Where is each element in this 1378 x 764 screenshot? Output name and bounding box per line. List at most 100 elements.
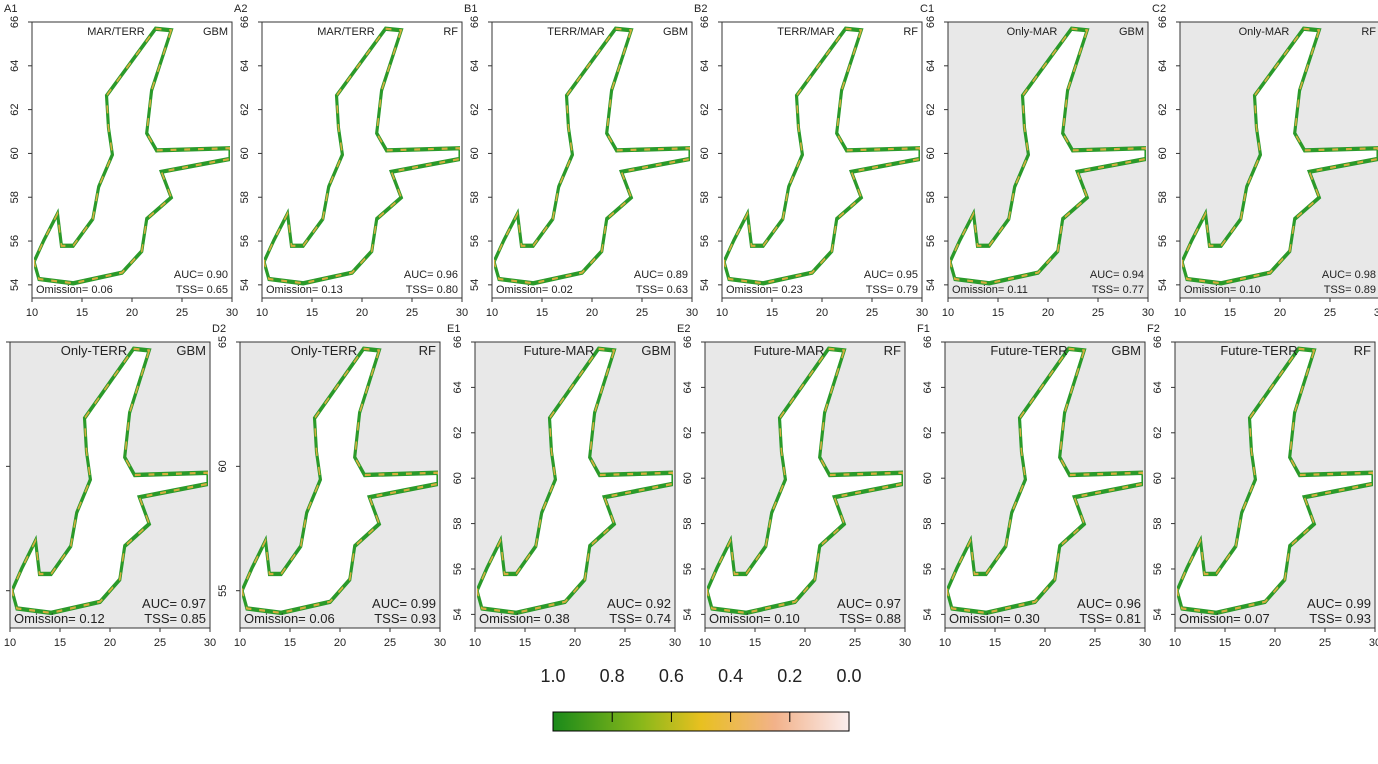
x-tick-label: 15 bbox=[536, 307, 548, 319]
colorbar-label: 0.4 bbox=[718, 666, 743, 686]
y-tick-label: 58 bbox=[699, 191, 711, 203]
colorbar-label: 0.8 bbox=[600, 666, 625, 686]
omission: Omission= 0.13 bbox=[266, 284, 343, 296]
panel-label: B2 bbox=[694, 3, 707, 15]
auc: AUC= 0.97 bbox=[837, 596, 901, 611]
panel-title: Only-TERR bbox=[61, 343, 127, 358]
y-tick-label: 56 bbox=[925, 235, 937, 247]
panel-label: F2 bbox=[1147, 323, 1160, 335]
panel-title: Only-MAR bbox=[1239, 26, 1290, 38]
x-tick-label: 10 bbox=[939, 637, 951, 649]
panels: A1 MAR/TERR GBM AUC= 0.90 TSS= 0.65 Omission=… bbox=[4, 3, 1378, 649]
x-tick-label: 30 bbox=[1139, 637, 1151, 649]
x-tick-label: 30 bbox=[1374, 307, 1378, 319]
y-tick-label: 58 bbox=[925, 191, 937, 203]
y-tick-label: 55 bbox=[217, 585, 229, 597]
y-tick-label: 62 bbox=[9, 103, 21, 115]
x-tick-label: 25 bbox=[619, 637, 631, 649]
y-tick-label: 58 bbox=[1152, 517, 1164, 529]
y-tick-label: 54 bbox=[1157, 279, 1169, 291]
y-tick-label: 54 bbox=[922, 608, 934, 620]
x-tick-label: 25 bbox=[154, 637, 166, 649]
panel-label: A1 bbox=[4, 3, 17, 15]
y-tick-label: 62 bbox=[1157, 103, 1169, 115]
x-tick-label: 10 bbox=[469, 637, 481, 649]
omission: Omission= 0.12 bbox=[14, 611, 105, 626]
y-tick-label: 60 bbox=[699, 147, 711, 159]
x-tick-label: 30 bbox=[456, 307, 468, 319]
x-tick-label: 10 bbox=[256, 307, 268, 319]
model-name: GBM bbox=[176, 343, 206, 358]
x-tick-label: 10 bbox=[1174, 307, 1186, 319]
model-name: GBM bbox=[1119, 26, 1144, 38]
map-panel: C2 Only-MAR RF AUC= 0.98 TSS= 0.89 Omission= … bbox=[1152, 3, 1378, 319]
omission: Omission= 0.06 bbox=[244, 611, 335, 626]
x-tick-label: 25 bbox=[384, 637, 396, 649]
y-tick-label: 66 bbox=[925, 16, 937, 28]
x-tick-label: 25 bbox=[1324, 307, 1336, 319]
y-tick-label: 56 bbox=[452, 563, 464, 575]
auc: AUC= 0.94 bbox=[1090, 269, 1144, 281]
map-panel: A1 MAR/TERR GBM AUC= 0.90 TSS= 0.65 Omission=… bbox=[4, 3, 238, 319]
panel-title: TERR/MAR bbox=[547, 26, 605, 38]
x-tick-label: 10 bbox=[1169, 637, 1181, 649]
y-tick-label: 66 bbox=[9, 16, 21, 28]
x-tick-label: 25 bbox=[636, 307, 648, 319]
y-tick-label: 62 bbox=[682, 427, 694, 439]
auc: AUC= 0.97 bbox=[142, 596, 206, 611]
omission: Omission= 0.23 bbox=[726, 284, 803, 296]
x-tick-label: 15 bbox=[766, 307, 778, 319]
auc: AUC= 0.90 bbox=[174, 269, 228, 281]
y-tick-label: 58 bbox=[922, 517, 934, 529]
x-tick-label: 30 bbox=[899, 637, 911, 649]
y-tick-label: 54 bbox=[469, 279, 481, 291]
omission: Omission= 0.10 bbox=[1184, 284, 1261, 296]
map-frame bbox=[31, 21, 233, 299]
y-tick-label: 62 bbox=[699, 103, 711, 115]
panel-title: Only-MAR bbox=[1007, 26, 1058, 38]
panel-label: D2 bbox=[212, 323, 226, 335]
tss: TSS= 0.79 bbox=[866, 284, 918, 296]
auc: AUC= 0.96 bbox=[1077, 596, 1141, 611]
x-tick-label: 20 bbox=[569, 637, 581, 649]
omission: Omission= 0.11 bbox=[952, 284, 1028, 296]
model-name: RF bbox=[1354, 343, 1371, 358]
model-name: RF bbox=[884, 343, 901, 358]
omission: Omission= 0.07 bbox=[1179, 611, 1270, 626]
model-name: GBM bbox=[663, 26, 688, 38]
x-tick-label: 20 bbox=[1042, 307, 1054, 319]
y-tick-label: 56 bbox=[1157, 235, 1169, 247]
model-name: GBM bbox=[641, 343, 671, 358]
model-name: RF bbox=[443, 26, 458, 38]
panel-title: MAR/TERR bbox=[87, 26, 145, 38]
colorbar-gradient bbox=[552, 711, 850, 732]
y-tick-label: 64 bbox=[1157, 60, 1169, 72]
y-tick-label: 64 bbox=[9, 60, 21, 72]
x-tick-label: 30 bbox=[916, 307, 928, 319]
y-tick-label: 66 bbox=[1152, 336, 1164, 348]
y-tick-label: 60 bbox=[1152, 472, 1164, 484]
y-tick-label: 64 bbox=[682, 381, 694, 393]
model-name: GBM bbox=[1111, 343, 1141, 358]
colorbar-label: 0.2 bbox=[777, 666, 802, 686]
y-tick-label: 60 bbox=[239, 147, 251, 159]
x-tick-label: 10 bbox=[486, 307, 498, 319]
panel-label: C2 bbox=[1152, 3, 1166, 15]
y-tick-label: 65 bbox=[217, 336, 229, 348]
y-tick-label: 58 bbox=[9, 191, 21, 203]
x-tick-label: 20 bbox=[799, 637, 811, 649]
x-tick-label: 15 bbox=[1219, 637, 1231, 649]
y-tick-label: 54 bbox=[1152, 608, 1164, 620]
omission: Omission= 0.10 bbox=[709, 611, 800, 626]
x-tick-label: 10 bbox=[699, 637, 711, 649]
y-tick-label: 58 bbox=[682, 517, 694, 529]
panel-title: Future-TERR bbox=[1220, 343, 1297, 358]
colorbar-label: 0.6 bbox=[659, 666, 684, 686]
panel-label: F1 bbox=[917, 323, 930, 335]
y-tick-label: 66 bbox=[239, 16, 251, 28]
panel-title: Future-MAR bbox=[754, 343, 825, 358]
